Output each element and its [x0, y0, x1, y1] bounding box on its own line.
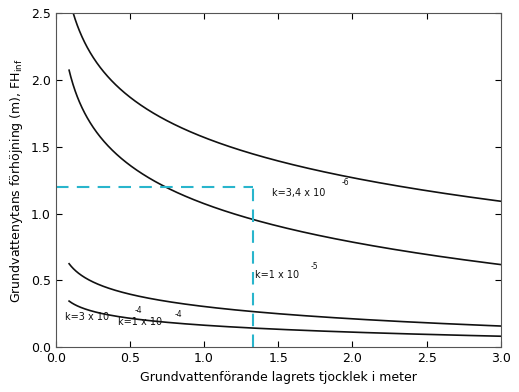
Text: -5: -5	[311, 262, 319, 271]
X-axis label: Grundvattenförande lagrets tjocklek i meter: Grundvattenförande lagrets tjocklek i me…	[140, 371, 417, 384]
Text: -4: -4	[135, 305, 143, 314]
Text: k=1 x 10: k=1 x 10	[254, 270, 298, 280]
Y-axis label: Grundvattenytans förhöjning (m), FH$_{\mathrm{inf}}$: Grundvattenytans förhöjning (m), FH$_{\m…	[8, 58, 25, 303]
Text: k=3,4 x 10: k=3,4 x 10	[272, 188, 326, 198]
Text: k=1 x 10: k=1 x 10	[118, 317, 162, 327]
Text: k=3 x 10: k=3 x 10	[65, 312, 110, 322]
Text: -4: -4	[174, 310, 182, 319]
Text: -6: -6	[342, 178, 350, 187]
